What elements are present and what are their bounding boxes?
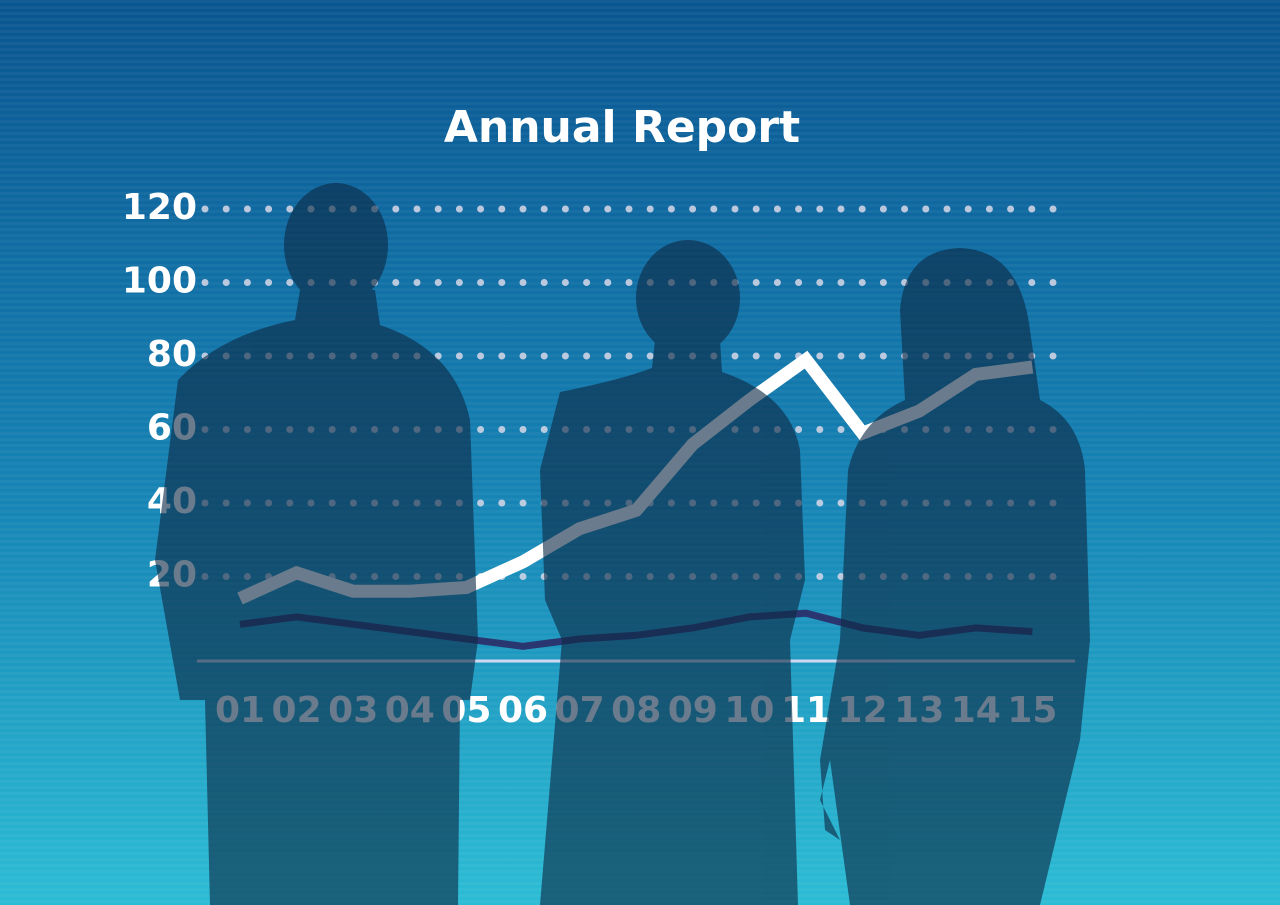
y-tick-label: 100 <box>122 260 197 301</box>
silhouette-man <box>155 290 478 905</box>
silhouettes <box>155 183 1090 905</box>
silhouette-woman <box>820 248 1090 905</box>
y-tick-label: 80 <box>147 334 197 375</box>
chart-title: Annual Report <box>444 102 800 153</box>
silhouette-head <box>636 240 740 356</box>
silhouette-person <box>540 340 805 905</box>
silhouette-head <box>284 183 388 307</box>
x-tick-label: 06 <box>498 690 548 731</box>
y-tick-label: 120 <box>122 187 197 228</box>
